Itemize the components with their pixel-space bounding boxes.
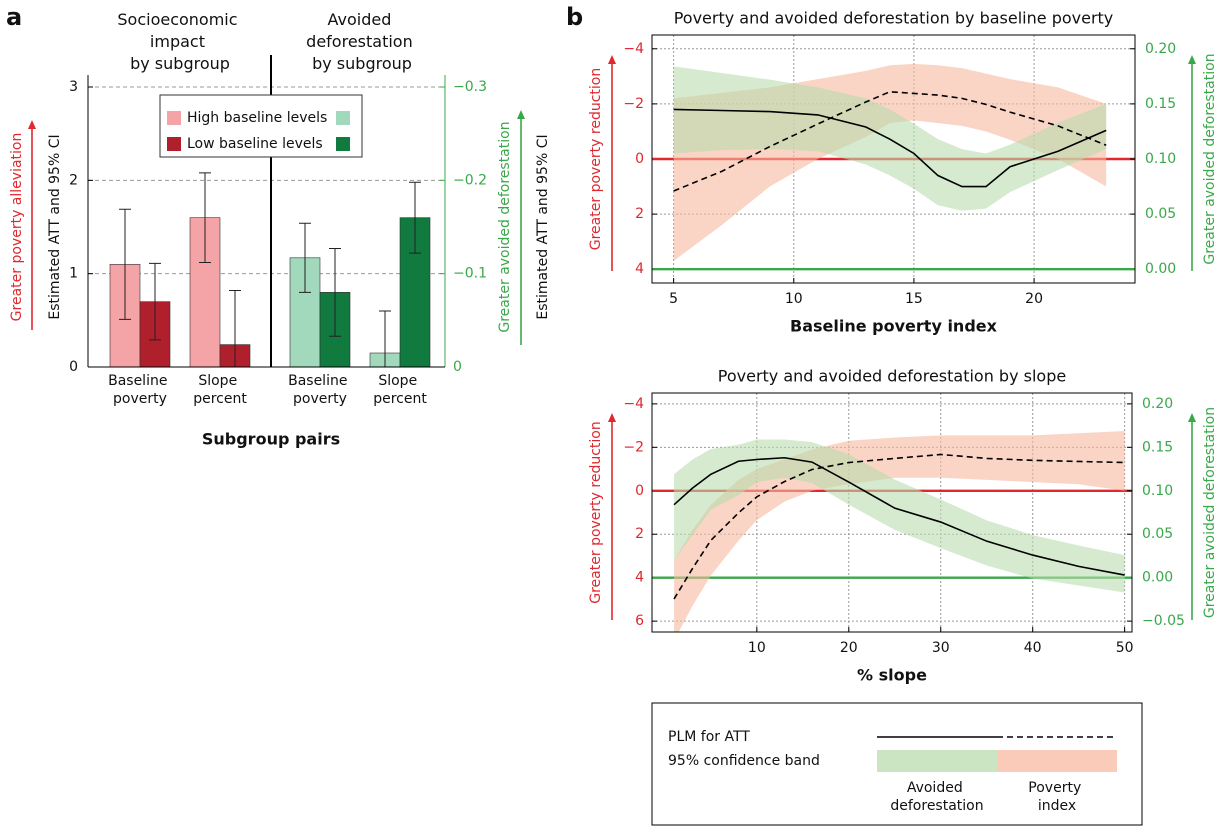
y-tick-label: 0 xyxy=(635,483,644,499)
x-tick-label: 10 xyxy=(785,291,803,307)
y2-tick-label: −0.1 xyxy=(453,266,487,282)
legend-swatch xyxy=(167,137,181,151)
y-tick-label: 0 xyxy=(635,151,644,167)
y2-tick-label: −0.3 xyxy=(453,79,487,95)
y2-tick-label: 0.20 xyxy=(1142,396,1173,412)
y-axis-arrow-label: Greater poverty alleviation xyxy=(9,133,25,322)
x-tick-label: 20 xyxy=(840,640,858,656)
y2-tick-label: 0.15 xyxy=(1142,439,1173,455)
arrow-head xyxy=(517,110,525,119)
panel-label: a xyxy=(6,3,22,31)
group-title: Avoided deforestation by subgroup xyxy=(306,10,418,73)
y2-tick-label: 0.05 xyxy=(1142,526,1173,542)
x-tick-label: 50 xyxy=(1116,640,1134,656)
y-axis-title: Estimated ATT and 95% CI xyxy=(47,134,63,319)
error-bar xyxy=(149,262,161,341)
y-tick-label: −4 xyxy=(623,396,644,412)
error-bar xyxy=(119,208,131,320)
legend-label: 95% confidence band xyxy=(668,753,820,769)
legend-band xyxy=(877,750,997,772)
legend-box xyxy=(159,94,363,158)
plot-frame xyxy=(651,34,1136,284)
arrow-head xyxy=(28,120,36,129)
legend-band xyxy=(997,750,1117,772)
y2-tick-label: 0.10 xyxy=(1145,151,1176,167)
y-tick-label: 2 xyxy=(635,526,644,542)
y2-tick-label: 0 xyxy=(453,359,462,375)
x-tick-label: Baseline poverty xyxy=(288,373,352,407)
x-tick-label: Slope percent xyxy=(193,373,247,407)
y-tick-label: −2 xyxy=(623,439,644,455)
legend-label: Low baseline levels xyxy=(187,136,323,152)
arrow-head xyxy=(608,413,616,422)
x-tick-label: 15 xyxy=(905,291,923,307)
x-axis-title: Baseline poverty index xyxy=(790,317,998,336)
error-bar xyxy=(409,181,421,254)
y-axis-title: Greater poverty reduction xyxy=(588,68,604,250)
arrow-head xyxy=(1188,413,1196,422)
line xyxy=(673,108,1107,188)
line xyxy=(673,90,1107,192)
x-tick-label: Slope percent xyxy=(373,373,427,407)
y-tick-label: −4 xyxy=(623,41,644,57)
legend-label: Poverty index xyxy=(1028,780,1085,814)
line xyxy=(673,456,1125,576)
y-tick-label: 3 xyxy=(69,79,78,95)
chart-title: Poverty and avoided deforestation by bas… xyxy=(674,9,1114,28)
arrow-head xyxy=(1188,55,1196,64)
x-tick-label: 30 xyxy=(932,640,950,656)
y2-axis-title: Greater avoided deforestation xyxy=(1202,407,1218,618)
y2-axis-title: Greater avoided deforestation xyxy=(1202,53,1218,264)
error-bar xyxy=(329,247,341,337)
y-tick-label: 1 xyxy=(69,266,78,282)
y-tick-label: 4 xyxy=(635,570,644,586)
y-tick-label: 0 xyxy=(69,359,78,375)
legend-label: PLM for ATT xyxy=(668,729,750,745)
plot-frame xyxy=(651,392,1133,633)
y-tick-label: −2 xyxy=(623,96,644,112)
x-tick-label: 10 xyxy=(748,640,766,656)
panel-label: b xyxy=(566,3,583,31)
error-bar xyxy=(199,172,211,263)
y2-tick-label: 0.15 xyxy=(1145,96,1176,112)
confidence-band xyxy=(674,431,1125,632)
group-title: Socioeconomic impact by subgroup xyxy=(117,10,242,73)
y2-tick-label: −0.05 xyxy=(1142,613,1185,629)
x-tick-label: 20 xyxy=(1025,291,1043,307)
y2-tick-label: −0.2 xyxy=(453,172,487,188)
error-bar xyxy=(229,289,241,367)
y-tick-label: 2 xyxy=(69,172,78,188)
y2-axis-arrow-label: Greater avoided deforestation xyxy=(497,121,513,332)
y-axis-title: Greater poverty reduction xyxy=(588,421,604,603)
x-tick-label: 40 xyxy=(1024,640,1042,656)
x-tick-label: Baseline poverty xyxy=(108,373,172,407)
arrow-head xyxy=(608,55,616,64)
legend-label: Avoided deforestation xyxy=(890,780,983,814)
y-tick-label: 2 xyxy=(635,206,644,222)
y-tick-label: 6 xyxy=(635,613,644,629)
legend-swatch xyxy=(336,111,350,125)
legend-swatch xyxy=(336,137,350,151)
legend-swatch xyxy=(167,111,181,125)
error-bar xyxy=(299,222,311,293)
confidence-band xyxy=(674,439,1125,593)
line xyxy=(673,453,1125,600)
y2-tick-label: 0.00 xyxy=(1142,570,1173,586)
legend-label: High baseline levels xyxy=(187,110,327,126)
y2-tick-label: 0.05 xyxy=(1145,206,1176,222)
y2-tick-label: 0.00 xyxy=(1145,261,1176,277)
x-axis-title: Subgroup pairs xyxy=(202,430,340,449)
error-bar xyxy=(379,310,391,367)
y2-tick-label: 0.20 xyxy=(1145,41,1176,57)
y2-axis-title: Estimated ATT and 95% CI xyxy=(535,134,551,319)
chart-title: Poverty and avoided deforestation by slo… xyxy=(718,367,1066,386)
y2-tick-label: 0.10 xyxy=(1142,483,1173,499)
x-tick-label: 5 xyxy=(669,291,678,307)
y-tick-label: 4 xyxy=(635,261,644,277)
x-axis-title: % slope xyxy=(857,666,927,685)
